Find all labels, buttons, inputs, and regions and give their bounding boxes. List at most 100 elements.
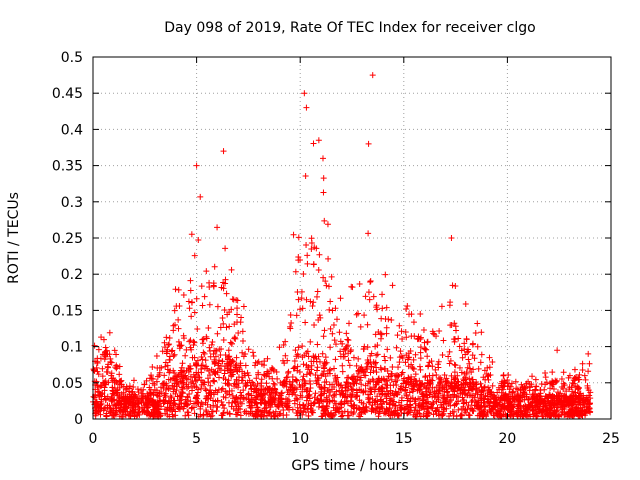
- data-point: [221, 370, 228, 377]
- data-point: [420, 403, 427, 410]
- data-point: [440, 384, 447, 391]
- data-point: [293, 409, 300, 416]
- data-point: [184, 385, 191, 392]
- data-point: [249, 349, 256, 356]
- data-point: [327, 344, 334, 351]
- data-point: [162, 363, 169, 370]
- data-point: [233, 361, 240, 368]
- data-point: [458, 347, 465, 354]
- data-point: [101, 384, 108, 391]
- data-point: [212, 353, 219, 360]
- data-point: [478, 351, 485, 358]
- data-point: [326, 367, 333, 374]
- data-point: [307, 370, 314, 377]
- data-point: [166, 341, 173, 348]
- data-point: [333, 316, 340, 323]
- data-point: [322, 354, 329, 361]
- data-point: [199, 336, 206, 343]
- data-point: [488, 391, 495, 398]
- data-point: [335, 381, 342, 388]
- data-point: [432, 366, 439, 373]
- data-point: [172, 286, 179, 293]
- data-point: [566, 402, 573, 409]
- data-point: [474, 343, 481, 350]
- data-point: [500, 372, 507, 379]
- data-point: [321, 410, 328, 417]
- data-point: [122, 405, 129, 412]
- data-point: [364, 321, 371, 328]
- data-point: [239, 328, 246, 335]
- data-point: [243, 382, 250, 389]
- data-point: [204, 401, 211, 408]
- data-point: [320, 175, 327, 182]
- data-point: [255, 371, 262, 378]
- data-point: [518, 394, 525, 401]
- data-point: [290, 231, 297, 238]
- data-point: [283, 403, 290, 410]
- data-point: [394, 332, 401, 339]
- data-point: [409, 364, 416, 371]
- data-point: [304, 252, 311, 259]
- data-point: [535, 406, 542, 413]
- data-point: [254, 404, 261, 411]
- data-point: [497, 408, 504, 415]
- data-point: [299, 305, 306, 312]
- data-point: [434, 404, 441, 411]
- data-point: [206, 371, 213, 378]
- data-point: [328, 409, 335, 416]
- data-point: [439, 392, 446, 399]
- data-point: [531, 393, 538, 400]
- data-point: [191, 252, 198, 259]
- data-point: [345, 412, 352, 419]
- data-point: [497, 396, 504, 403]
- data-point: [331, 398, 338, 405]
- data-point: [329, 330, 336, 337]
- data-point: [410, 386, 417, 393]
- data-point: [207, 395, 214, 402]
- data-point: [198, 399, 205, 406]
- data-point: [425, 362, 432, 369]
- data-point: [434, 394, 441, 401]
- data-point: [269, 375, 276, 382]
- data-point: [571, 377, 578, 384]
- data-point: [337, 400, 344, 407]
- y-tick-label: 0.5: [61, 50, 83, 66]
- data-point: [175, 338, 182, 345]
- data-point: [270, 367, 277, 374]
- data-point: [303, 296, 310, 303]
- data-point: [161, 399, 168, 406]
- data-point: [295, 254, 302, 261]
- data-point: [388, 409, 395, 416]
- data-point: [327, 298, 334, 305]
- y-tick-label: 0.1: [61, 340, 83, 356]
- data-point: [445, 392, 452, 399]
- data-point: [417, 366, 424, 373]
- data-point: [452, 336, 459, 343]
- data-point: [263, 380, 270, 387]
- data-point: [491, 412, 498, 419]
- data-point: [323, 394, 330, 401]
- data-point: [155, 409, 162, 416]
- data-point: [534, 413, 541, 420]
- data-point: [362, 372, 369, 379]
- data-point: [229, 392, 236, 399]
- data-point: [451, 369, 458, 376]
- data-point: [561, 382, 568, 389]
- data-point: [485, 372, 492, 379]
- data-point: [399, 336, 406, 342]
- data-point: [222, 394, 229, 401]
- data-point: [118, 381, 125, 388]
- x-tick-label: 10: [291, 431, 309, 447]
- data-point: [209, 408, 216, 415]
- data-point: [194, 357, 201, 364]
- data-point: [283, 374, 290, 381]
- data-point: [131, 413, 138, 420]
- data-point: [568, 384, 575, 391]
- data-point: [475, 365, 482, 372]
- data-point: [245, 346, 252, 353]
- data-point: [518, 409, 525, 416]
- data-point: [154, 373, 161, 380]
- data-point: [459, 389, 466, 396]
- data-point: [522, 384, 529, 391]
- data-point: [201, 350, 208, 357]
